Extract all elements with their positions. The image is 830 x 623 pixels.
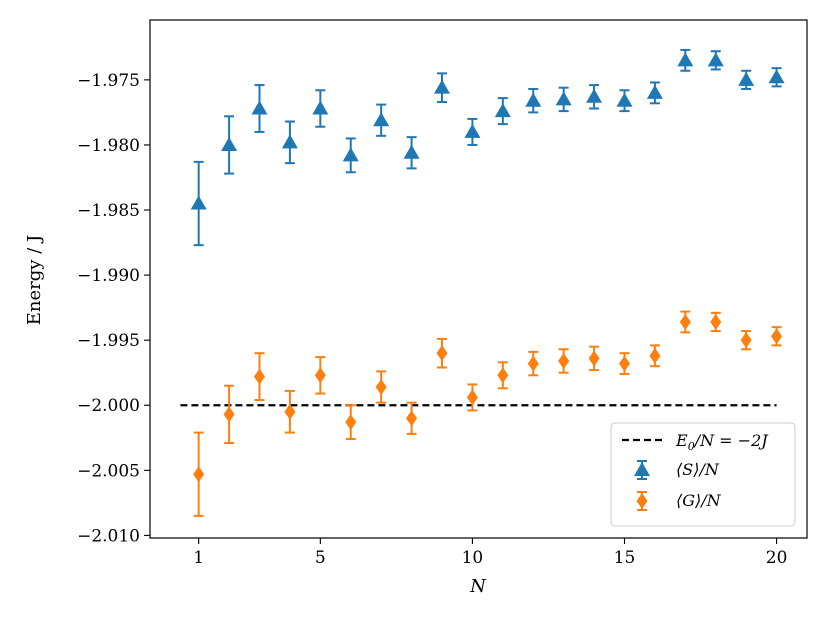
series-layer [190,48,785,517]
legend-g-label: ⟨G⟩/N [676,491,722,510]
y-tick-label: −2.010 [77,526,140,546]
series-s-point [646,84,663,99]
series-g-point [771,328,783,345]
legend-box [610,422,796,527]
y-tick-label: −1.995 [77,331,140,351]
y-axis: −2.010 −2.005 −2.000 −1.995 −1.990 −1.985 −1.9… [77,71,150,546]
x-tick-label: 5 [315,548,326,568]
y-tick-label: −1.985 [77,201,140,221]
legend-s-label: ⟨S⟩/N [676,460,720,479]
series-s-point [494,103,511,118]
series-s-point [190,195,207,210]
legend-g-swatch [636,491,648,511]
y-tick-label: −2.000 [77,396,140,416]
series-g-point [619,355,630,372]
series-s [190,48,785,247]
series-s-point [373,112,390,127]
series-g-point [740,332,752,349]
series-s-point [707,52,724,67]
series-s-point [555,91,572,106]
series-s-point [342,147,359,162]
series-s-point [768,69,785,84]
series-s-point [586,88,603,103]
series-g-point [254,368,265,385]
legend-reference-label-e: E [675,431,688,450]
series-g-point [679,313,691,330]
series-g-point [375,379,387,396]
series-g-point [466,389,478,406]
x-tick-label: 15 [614,548,636,568]
legend-swatch-marker [634,462,650,476]
series-s-point [312,100,329,115]
legend-reference-label-sub: 0 [688,440,695,453]
legend-s-swatch [634,460,650,480]
series-s-point [221,136,238,151]
series-g-point [284,403,296,420]
series-s-point [525,92,542,107]
x-tick-label: 1 [193,548,204,568]
series-g-point [436,345,448,362]
series-s-point [403,144,420,159]
x-tick-label: 20 [766,548,788,568]
series-g-point [497,367,509,384]
series-g-point [527,355,539,372]
series-s-point [251,100,268,115]
y-tick-label: −1.990 [77,266,140,286]
series-g [193,310,783,517]
series-s-point [434,79,450,94]
legend-reference-label: E0/N = −2J [675,431,769,453]
series-g-point [558,352,570,369]
series-g-point [710,313,722,330]
x-axis-label: N [469,576,487,597]
series-g-point [314,367,326,384]
series-g-point [406,410,418,427]
series-g-point [223,406,235,423]
series-g-point [588,350,600,367]
legend-swatch-marker [636,493,648,509]
series-s-point [738,71,755,86]
legend: E0/N = −2J ⟨S⟩/N ⟨G⟩/N [610,422,796,527]
x-tick-label: 10 [462,548,484,568]
series-s-point [281,134,298,149]
y-tick-label: −2.005 [77,461,140,481]
y-tick-label: −1.980 [77,136,140,156]
legend-reference-label-rest: /N = −2J [693,431,770,450]
series-s-point [464,123,481,138]
series-s-point [616,92,633,107]
y-axis-label: Energy / J [24,235,45,325]
series-s-point [677,52,694,67]
series-g-point [193,466,205,483]
series-g-point [345,414,357,431]
series-g-point [649,347,661,364]
x-axis: 1 5 10 15 20 [193,538,787,568]
plot-frame [149,19,808,539]
y-tick-label: −1.975 [77,71,140,91]
